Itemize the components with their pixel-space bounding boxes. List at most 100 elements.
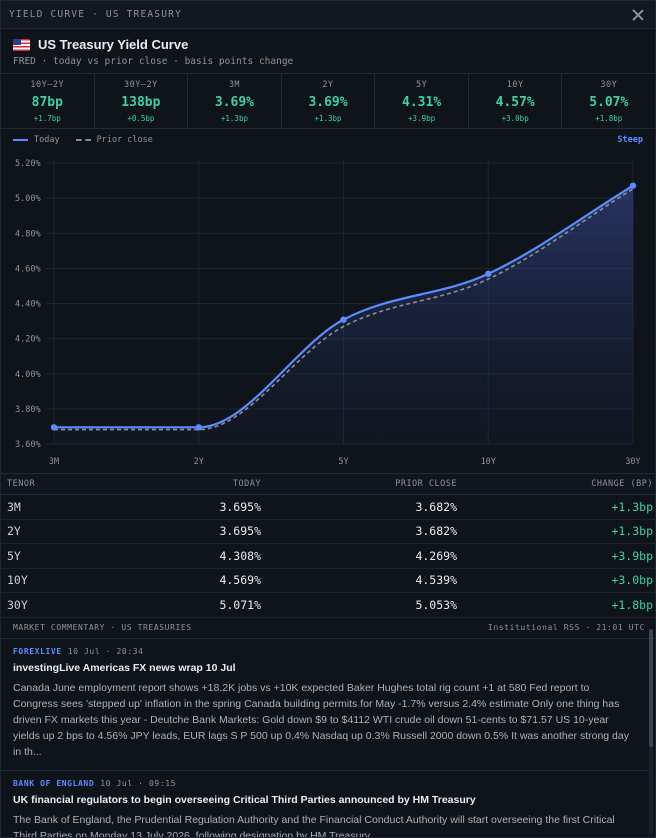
- metric-value: 3.69%: [308, 95, 348, 110]
- us-flag-icon: [13, 38, 30, 51]
- metric-value: 5.07%: [589, 95, 629, 110]
- legend-prior: Prior close: [96, 135, 153, 145]
- metric-change: +0.5bp: [127, 114, 155, 123]
- metric-label: 10Y–2Y: [30, 80, 65, 90]
- y-tick-label: 4.80%: [15, 229, 41, 239]
- today-area: [54, 185, 633, 444]
- table-header: TENOR TODAY PRIOR CLOSE CHANGE (BP): [1, 473, 655, 495]
- news-time: 10 Jul · 20:34: [67, 647, 144, 656]
- today-swatch: [13, 139, 28, 141]
- cell-prior: 4.269%: [415, 548, 457, 563]
- metric-change: +3.0bp: [501, 114, 529, 123]
- table-row: 5Y 4.308% 4.269% +3.9bp: [1, 544, 655, 569]
- metric-10y-2y: 10Y–2Y 87bp +1.7bp: [1, 74, 95, 128]
- cell-tenor: 10Y: [7, 573, 28, 588]
- cell-prior: 3.682%: [415, 499, 457, 514]
- metric-value: 4.57%: [495, 95, 535, 110]
- metrics-strip: 10Y–2Y 87bp +1.7bp 30Y–2Y 138bp +0.5bp 3…: [1, 73, 655, 129]
- today-point[interactable]: [50, 424, 58, 431]
- chart-legend: Today Prior close Steep: [1, 129, 655, 151]
- y-tick-label: 4.00%: [15, 370, 41, 380]
- metric-label: 2Y: [322, 80, 334, 90]
- metric-10y: 10Y 4.57% +3.0bp: [469, 74, 563, 128]
- news-headline[interactable]: investingLive Americas FX news wrap 10 J…: [13, 662, 236, 674]
- cell-prior: 4.539%: [415, 573, 457, 588]
- cell-today: 4.569%: [219, 573, 261, 588]
- table-row: 10Y 4.569% 4.539% +3.0bp: [1, 569, 655, 593]
- metric-label: 30Y: [600, 80, 618, 90]
- metric-5y: 5Y 4.31% +3.9bp: [375, 74, 469, 128]
- news-source: FOREXLIVE: [13, 647, 62, 656]
- metric-change: +1.8bp: [595, 114, 623, 123]
- x-tick-label: 5Y: [338, 457, 348, 467]
- metric-30y-2y: 30Y–2Y 138bp +0.5bp: [95, 74, 189, 128]
- cell-tenor: 2Y: [7, 524, 21, 539]
- y-tick-label: 5.00%: [15, 194, 41, 204]
- tenor-table: TENOR TODAY PRIOR CLOSE CHANGE (BP) 3M 3…: [1, 473, 655, 618]
- table-row: 30Y 5.071% 5.053% +1.8bp: [1, 593, 655, 618]
- news-item[interactable]: FOREXLIVE 10 Jul · 20:34 investingLive Am…: [1, 639, 649, 771]
- cell-today: 3.695%: [219, 524, 261, 539]
- cell-today: 5.071%: [219, 597, 261, 612]
- x-tick-label: 10Y: [481, 457, 496, 467]
- news-source-line: BANK OF ENGLAND 10 Jul · 09:15: [13, 779, 649, 788]
- news-source: BANK OF ENGLAND: [13, 779, 95, 788]
- news-body: Canada June employment report shows +18.…: [13, 682, 629, 758]
- x-axis: 3M 2Y 5Y 10Y 30Y: [49, 457, 641, 467]
- cell-today: 3.695%: [219, 499, 261, 514]
- series-line-prior-close: [53, 188, 634, 431]
- commentary-scrollbar[interactable]: [649, 629, 653, 834]
- y-tick-label: 4.20%: [15, 335, 41, 345]
- table-row: 2Y 3.695% 3.682% +1.3bp: [1, 520, 655, 544]
- commentary-meta: Institutional RSS · 21:01 UTC: [487, 623, 645, 632]
- metric-value: 3.69%: [214, 95, 255, 110]
- close-icon[interactable]: [631, 8, 645, 22]
- metric-value: 87bp: [31, 95, 63, 110]
- commentary-list[interactable]: FOREXLIVE 10 Jul · 20:34 investingLive Am…: [1, 639, 649, 837]
- cell-change: +1.3bp: [611, 499, 653, 514]
- y-tick-label: 5.20%: [15, 159, 41, 169]
- news-headline[interactable]: UK financial regulators to begin oversee…: [13, 794, 476, 806]
- metric-value: 4.31%: [402, 95, 442, 110]
- today-point[interactable]: [629, 182, 637, 189]
- page-title: US Treasury Yield Curve: [38, 37, 189, 52]
- metric-change: +3.9bp: [408, 114, 436, 123]
- y-tick-label: 3.60%: [15, 440, 41, 450]
- cell-prior: 3.682%: [415, 524, 457, 539]
- cell-tenor: 5Y: [7, 548, 21, 563]
- metric-change: +1.3bp: [220, 114, 248, 123]
- title-bar: YIELD CURVE · US TREASURY: [1, 1, 655, 29]
- y-tick-label: 3.80%: [15, 405, 41, 415]
- today-point[interactable]: [340, 316, 347, 323]
- cell-tenor: 3M: [7, 499, 21, 514]
- today-point[interactable]: [485, 270, 492, 278]
- cell-tenor: 30Y: [7, 597, 28, 612]
- page-subtitle: FRED · today vs prior close · basis poin…: [13, 56, 294, 67]
- cell-change: +3.0bp: [611, 573, 653, 588]
- panel-header: US Treasury Yield Curve FRED · today vs …: [1, 29, 655, 71]
- metric-change: +1.3bp: [314, 114, 342, 123]
- metric-value: 138bp: [121, 95, 161, 110]
- news-source-line: FOREXLIVE 10 Jul · 20:34: [13, 647, 649, 656]
- y-tick-label: 4.60%: [15, 264, 41, 274]
- today-points: [50, 182, 637, 431]
- y-axis: 3.60% 3.80% 4.00% 4.20% 4.40% 4.60% 4.80% 5.00%…: [15, 159, 41, 450]
- metric-change: +1.7bp: [33, 114, 61, 123]
- metric-3m: 3M 3.69% +1.3bp: [188, 74, 282, 128]
- cell-change: +3.9bp: [611, 548, 653, 563]
- news-time: 10 Jul · 09:15: [100, 779, 177, 788]
- col-tenor: TENOR: [7, 479, 36, 489]
- cell-today: 4.308%: [219, 548, 261, 563]
- scrollbar-thumb[interactable]: [649, 629, 653, 747]
- x-tick-label: 2Y: [194, 457, 204, 467]
- today-point[interactable]: [195, 424, 202, 431]
- cell-change: +1.3bp: [611, 524, 653, 539]
- metric-2y: 2Y 3.69% +1.3bp: [282, 74, 376, 128]
- col-prior: PRIOR CLOSE: [395, 479, 457, 489]
- cell-change: +1.8bp: [611, 597, 653, 612]
- metric-label: 10Y: [506, 80, 524, 90]
- window-title: YIELD CURVE · US TREASURY: [9, 9, 182, 20]
- x-tick-label: 30Y: [625, 457, 640, 467]
- metric-label: 5Y: [415, 80, 428, 90]
- news-item[interactable]: BANK OF ENGLAND 10 Jul · 09:15 UK financi…: [1, 771, 649, 837]
